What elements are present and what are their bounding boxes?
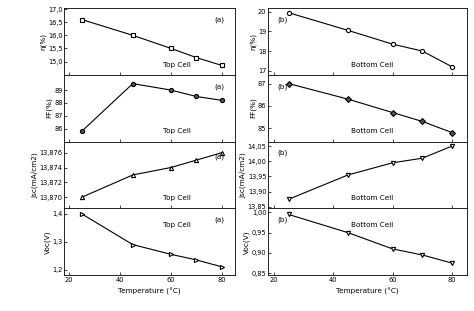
Text: Bottom Cell: Bottom Cell	[351, 222, 394, 228]
Y-axis label: FF(%): FF(%)	[46, 98, 53, 118]
Text: Top Cell: Top Cell	[163, 128, 191, 134]
Text: Top Cell: Top Cell	[163, 62, 191, 67]
Text: (a): (a)	[214, 16, 224, 23]
Y-axis label: Voc(V): Voc(V)	[244, 230, 250, 253]
Y-axis label: η(%): η(%)	[250, 33, 256, 50]
Text: (a): (a)	[214, 153, 224, 160]
Text: Bottom Cell: Bottom Cell	[351, 128, 394, 134]
Text: Top Cell: Top Cell	[163, 195, 191, 201]
Text: (a): (a)	[214, 83, 224, 90]
Text: (b): (b)	[278, 16, 288, 23]
Text: Bottom Cell: Bottom Cell	[351, 195, 394, 201]
X-axis label: Temperature (°C): Temperature (°C)	[336, 288, 399, 295]
Text: (b): (b)	[278, 83, 288, 90]
Y-axis label: FF(%): FF(%)	[250, 98, 256, 118]
Text: Top Cell: Top Cell	[163, 222, 191, 228]
Text: (b): (b)	[278, 217, 288, 223]
X-axis label: Temperature (°C): Temperature (°C)	[118, 288, 181, 295]
Y-axis label: Jsc(mA/cm2): Jsc(mA/cm2)	[240, 152, 246, 198]
Text: (b): (b)	[278, 150, 288, 156]
Y-axis label: Voc(V): Voc(V)	[45, 230, 51, 253]
Y-axis label: Jsc(mA/cm2): Jsc(mA/cm2)	[32, 152, 38, 198]
Y-axis label: η(%): η(%)	[40, 33, 46, 50]
Text: (a): (a)	[214, 217, 224, 223]
Text: Bottom Cell: Bottom Cell	[351, 62, 394, 67]
